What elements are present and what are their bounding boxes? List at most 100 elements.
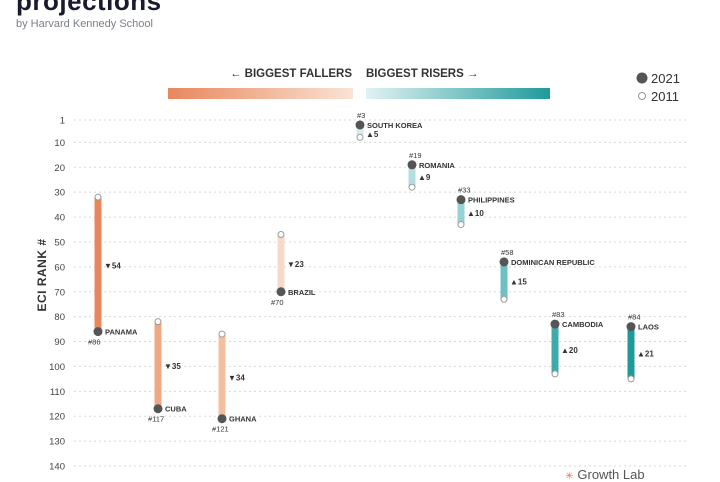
- change-bar: [277, 234, 285, 292]
- change-label: ▲10: [467, 209, 484, 218]
- y-tick-label: 110: [50, 387, 65, 398]
- rank-label: #86: [88, 338, 101, 347]
- y-tick-label: 140: [49, 462, 65, 473]
- point-2021: [355, 120, 365, 130]
- point-2021: [407, 160, 417, 170]
- point-2011: [551, 370, 559, 378]
- country-label: BRAZIL: [288, 288, 316, 297]
- rank-label: #121: [212, 425, 229, 434]
- point-2021: [550, 319, 560, 329]
- risers-gradient-bar: [366, 88, 550, 99]
- legend-2021-label: 2021: [651, 71, 680, 86]
- brand-mark-icon: ✳: [565, 471, 574, 482]
- country-label: CUBA: [165, 405, 187, 414]
- change-bar: [408, 164, 416, 188]
- page-title: projections: [16, 0, 162, 16]
- y-tick-label: 50: [54, 237, 65, 248]
- change-bar: [218, 334, 226, 419]
- point-2011: [457, 221, 465, 229]
- change-label: ▲20: [561, 346, 578, 355]
- rank-label: #33: [458, 186, 471, 195]
- change-label: ▲21: [637, 350, 654, 359]
- header-risers-label: BIGGEST RISERS →: [366, 68, 478, 80]
- dumbbell-philippines: PHILIPPINES#33 ▲10: [456, 186, 515, 229]
- change-bar: [154, 321, 162, 409]
- country-label: PHILIPPINES: [468, 196, 515, 205]
- legend-2011-marker: [638, 92, 646, 100]
- country-label: DOMINICAN REPUBLIC: [511, 258, 595, 267]
- point-2011: [500, 295, 508, 303]
- change-bar: [551, 324, 559, 374]
- point-2021: [217, 414, 227, 424]
- change-label: ▼23: [287, 260, 304, 269]
- country-label: GHANA: [229, 415, 257, 424]
- point-2021: [276, 287, 286, 297]
- header-fallers-label: ← BIGGEST FALLERS: [230, 68, 352, 80]
- dumbbell-south-korea: SOUTH KOREA#3 ▲5: [355, 111, 423, 141]
- change-label: ▲15: [510, 278, 527, 287]
- point-2011: [277, 231, 285, 239]
- rank-label: #83: [552, 310, 565, 319]
- rank-label: #3: [357, 111, 365, 120]
- point-2021: [93, 327, 103, 337]
- y-tick-label: 20: [54, 163, 65, 174]
- point-2011: [94, 193, 102, 201]
- y-tick-label: 80: [54, 312, 65, 323]
- change-label: ▼35: [164, 362, 181, 371]
- y-tick-label: 40: [54, 213, 65, 224]
- rank-label: #117: [148, 415, 164, 424]
- rank-label: #70: [271, 298, 284, 307]
- point-2021: [626, 322, 636, 332]
- change-bar: [627, 326, 635, 379]
- dumbbell-dominican-republic: DOMINICAN REPUBLIC#58 ▲15: [499, 248, 595, 303]
- y-tick-label: 60: [54, 262, 65, 273]
- y-tick-label: 120: [49, 412, 65, 423]
- rank-label: #58: [501, 248, 514, 257]
- point-2021: [499, 257, 509, 267]
- point-2011: [356, 133, 364, 141]
- brand-name: Growth Lab: [577, 467, 645, 482]
- byline: by Harvard Kennedy School: [16, 18, 153, 30]
- dumbbell-laos: LAOS#84 ▲21: [626, 313, 659, 383]
- change-label: ▼34: [228, 373, 245, 382]
- country-label: CAMBODIA: [562, 320, 604, 329]
- rank-label: #84: [628, 313, 641, 322]
- country-label: PANAMA: [105, 328, 138, 337]
- dumbbell-cuba: CUBA#117 ▼35: [148, 318, 187, 424]
- y-tick-label: 70: [54, 287, 65, 298]
- legend-2021-marker: [636, 72, 648, 84]
- country-label: LAOS: [638, 323, 659, 332]
- dumbbell-cambodia: CAMBODIA#83 ▲20: [550, 310, 604, 378]
- country-label: SOUTH KOREA: [367, 121, 423, 130]
- change-label: ▲5: [366, 130, 379, 139]
- change-label: ▼54: [104, 261, 121, 270]
- dumbbell-panama: PANAMA #86 ▼54: [88, 193, 138, 347]
- y-axis-label: ECI RANK #: [35, 238, 49, 311]
- dumbbell-brazil: BRAZIL #70 ▼23: [271, 231, 316, 307]
- dumbbell-ghana: GHANA#121 ▼34: [212, 330, 257, 434]
- point-2011: [218, 330, 226, 338]
- change-bar: [457, 199, 465, 225]
- change-label: ▲9: [418, 173, 431, 182]
- point-2011: [154, 318, 162, 326]
- y-tick-label: 10: [54, 138, 65, 149]
- point-2021: [153, 404, 163, 414]
- point-2011: [627, 375, 635, 383]
- y-tick-label: 1: [60, 116, 65, 127]
- y-tick-label: 130: [49, 437, 65, 448]
- change-bar: [500, 261, 508, 300]
- brand-logo: ✳ Growth Lab: [565, 467, 645, 482]
- y-tick-label: 30: [54, 188, 65, 199]
- fallers-gradient-bar: [168, 88, 353, 99]
- change-bar: [356, 124, 364, 138]
- point-2011: [408, 183, 416, 191]
- legend-2011-label: 2011: [651, 89, 679, 104]
- y-tick-label: 100: [49, 362, 65, 373]
- change-bar: [94, 197, 102, 332]
- rank-label: #19: [409, 151, 422, 160]
- dumbbell-romania: ROMANIA#19 ▲9: [407, 151, 455, 191]
- point-2021: [456, 195, 466, 205]
- country-label: ROMANIA: [419, 161, 455, 170]
- y-tick-label: 90: [54, 337, 65, 348]
